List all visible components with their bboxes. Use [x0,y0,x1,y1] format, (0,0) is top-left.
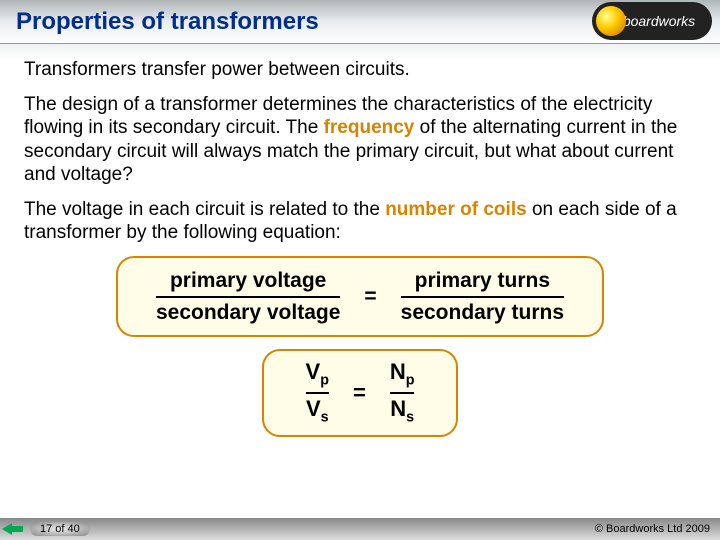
vp-symbol: Vp [306,359,329,392]
boardworks-logo: boardworks [592,2,712,40]
primary-voltage-label: primary voltage [170,268,326,296]
secondary-turns-label: secondary turns [401,296,564,326]
primary-turns-label: primary turns [415,268,550,296]
highlight-coils: number of coils [385,199,526,220]
np-symbol: Np [390,359,415,392]
ns-symbol: Ns [390,392,414,427]
equation-box-symbols: Vp Vs = Np Ns [262,349,459,437]
equals-sign: = [364,284,376,310]
paragraph-3: The voltage in each circuit is related t… [24,198,696,244]
fraction-np-ns: Np Ns [390,359,415,427]
footer-bar: 17 of 40 © Boardworks Ltd 2009 [0,518,720,540]
paragraph-2: The design of a transformer determines t… [24,93,696,186]
back-arrow-icon[interactable] [2,520,26,538]
fraction-vp-vs: Vp Vs [306,359,329,427]
fraction-voltage: primary voltage secondary voltage [156,268,340,325]
title-bar: Properties of transformers boardworks [0,0,720,44]
copyright-text: © Boardworks Ltd 2009 [595,523,710,535]
fraction-turns: primary turns secondary turns [401,268,564,325]
logo-text: boardworks [623,13,695,29]
equals-sign-2: = [353,380,366,407]
highlight-frequency: frequency [324,117,415,138]
secondary-voltage-label: secondary voltage [156,296,340,326]
equation-box-words: primary voltage secondary voltage = prim… [116,256,604,337]
page-title: Properties of transformers [16,8,319,36]
page-counter: 17 of 40 [30,522,90,536]
paragraph-1: Transformers transfer power between circ… [24,58,696,81]
p3-part-a: The voltage in each circuit is related t… [24,199,385,220]
content-area: Transformers transfer power between circ… [0,44,720,437]
vs-symbol: Vs [306,392,329,427]
